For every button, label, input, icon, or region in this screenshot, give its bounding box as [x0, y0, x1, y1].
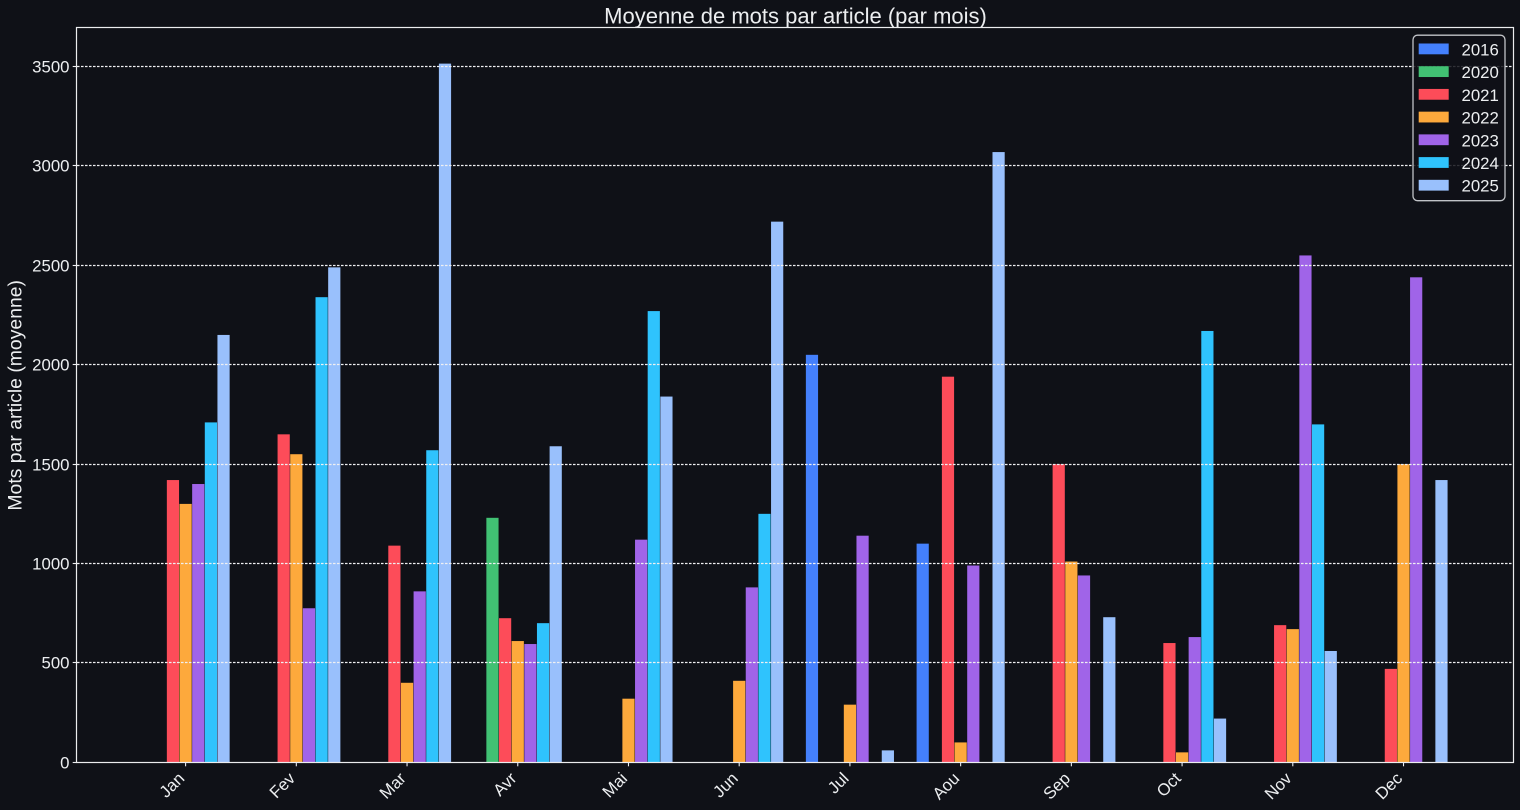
- svg-text:3500: 3500: [32, 58, 69, 77]
- svg-text:2500: 2500: [32, 257, 69, 276]
- svg-text:2021: 2021: [1462, 86, 1499, 105]
- svg-text:0: 0: [60, 754, 69, 773]
- svg-text:2016: 2016: [1462, 40, 1499, 59]
- svg-text:2020: 2020: [1462, 63, 1499, 82]
- svg-text:Mots par article (moyenne): Mots par article (moyenne): [4, 280, 26, 511]
- svg-text:500: 500: [42, 654, 70, 673]
- svg-text:3000: 3000: [32, 157, 69, 176]
- svg-text:2022: 2022: [1462, 109, 1499, 128]
- svg-text:1000: 1000: [32, 555, 69, 574]
- svg-text:Moyenne de mots par article (p: Moyenne de mots par article (par mois): [604, 4, 987, 29]
- svg-text:2023: 2023: [1462, 131, 1499, 150]
- svg-text:2025: 2025: [1462, 177, 1499, 196]
- svg-text:2000: 2000: [32, 356, 69, 375]
- svg-text:1500: 1500: [32, 456, 69, 475]
- svg-text:2024: 2024: [1462, 154, 1499, 173]
